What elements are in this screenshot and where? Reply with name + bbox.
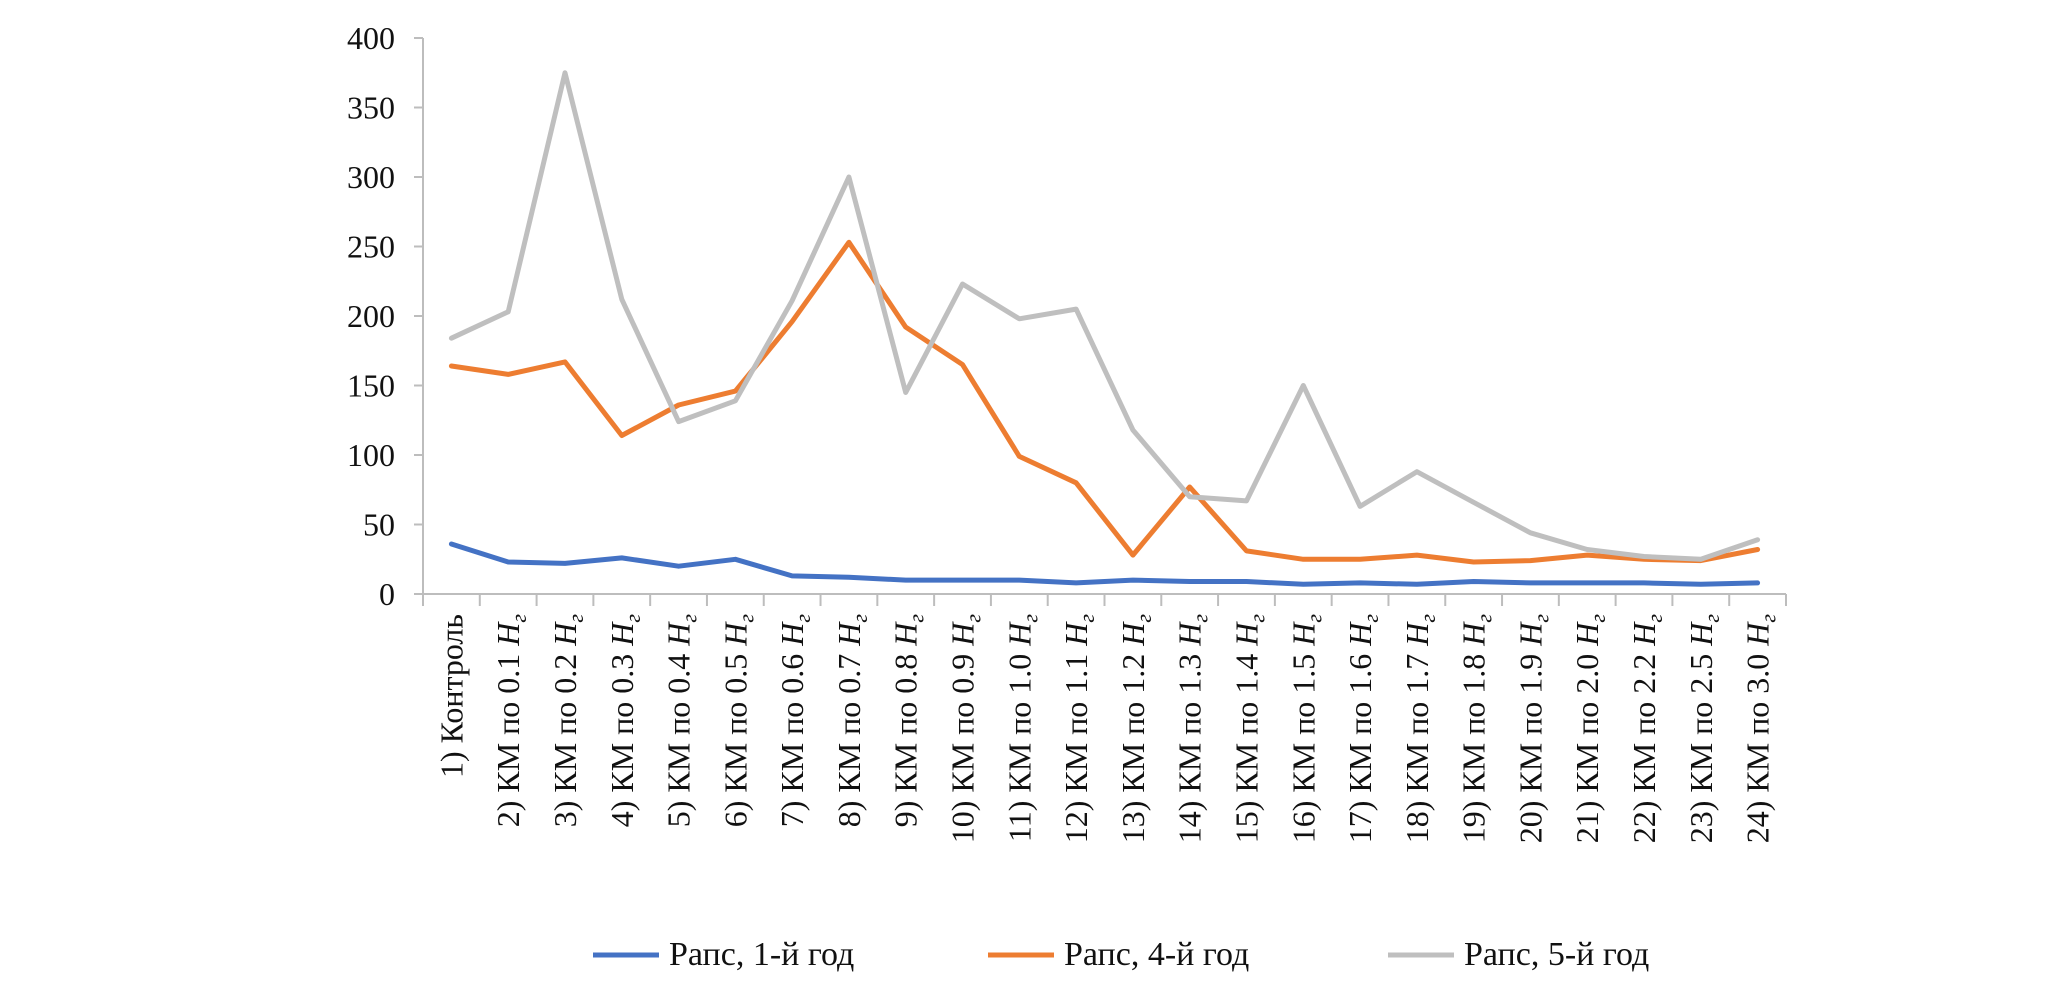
x-category-label: 20) КМ по 1.9 Hг [1512,614,1553,844]
x-category-label: 4) КМ по 0.3 Hг [604,614,645,828]
y-tick-label: 400 [347,20,395,56]
x-category-label: 3) КМ по 0.2 Hг [547,614,588,828]
x-category-label: 9) КМ по 0.8 Hг [888,614,929,828]
x-category-label: 12) КМ по 1.1 Hг [1058,614,1099,844]
x-category-label: 14) КМ по 1.3 Hг [1172,614,1213,844]
x-category-label: 13) КМ по 1.2 Hг [1115,614,1156,844]
x-category-label: 6) КМ по 0.5 Hг [717,614,758,828]
x-category-label: 2) КМ по 0.1 Hг [490,614,531,828]
legend-label-2: Рапс, 4-й год [1064,936,1249,973]
x-category-label: 19) КМ по 1.8 Hг [1456,614,1497,844]
y-tick-label: 250 [347,229,395,265]
x-category-label: 17) КМ по 1.6 Hг [1342,614,1383,844]
y-tick-label: 300 [347,159,395,195]
x-category-label: 1) Контроль [433,614,469,778]
x-category-label: 23) КМ по 2.5 Hг [1683,614,1724,844]
x-category-label: 15) КМ по 1.4 Hг [1228,614,1269,844]
legend-label-3: Рапс, 5-й год [1464,936,1649,973]
series-line-1 [448,541,1761,587]
series-line-3 [448,70,1761,562]
series-line-2 [448,239,1761,565]
y-tick-label: 50 [363,507,395,543]
x-category-label: 21) КМ по 2.0 Hг [1569,614,1610,844]
x-category-label: 24) КМ по 3.0 Hг [1740,614,1781,844]
x-category-label: 16) КМ по 1.5 Hг [1285,614,1326,844]
y-tick-label: 0 [379,576,395,612]
legend-label-1: Рапс, 1-й год [669,936,854,973]
x-category-label: 7) КМ по 0.6 Hг [774,614,815,828]
y-tick-label: 350 [347,90,395,126]
x-category-label: 8) КМ по 0.7 Hг [831,614,872,828]
y-tick-label: 150 [347,368,395,404]
x-category-label: 11) КМ по 1.0 Hг [1001,614,1042,843]
x-category-label: 22) КМ по 2.2 Hг [1626,614,1667,844]
y-tick-label: 200 [347,298,395,334]
x-category-label: 18) КМ по 1.7 Hг [1399,614,1440,844]
x-category-label: 5) КМ по 0.4 Hг [661,614,702,828]
y-tick-label: 100 [347,437,395,473]
x-category-label: 10) КМ по 0.9 Hг [945,614,986,844]
